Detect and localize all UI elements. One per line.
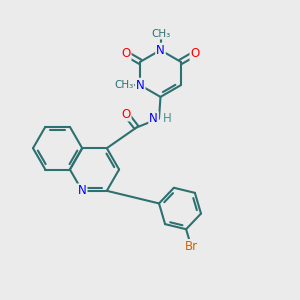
Text: Br: Br <box>184 240 198 253</box>
Text: O: O <box>121 47 130 60</box>
Text: O: O <box>122 107 130 121</box>
Text: N: N <box>136 79 145 92</box>
Text: N: N <box>156 44 165 57</box>
Text: CH₃: CH₃ <box>114 80 134 90</box>
Text: N: N <box>149 112 158 125</box>
Text: CH₃: CH₃ <box>151 28 170 39</box>
Text: H: H <box>163 112 172 125</box>
Text: N: N <box>78 184 87 197</box>
Text: O: O <box>190 47 200 60</box>
